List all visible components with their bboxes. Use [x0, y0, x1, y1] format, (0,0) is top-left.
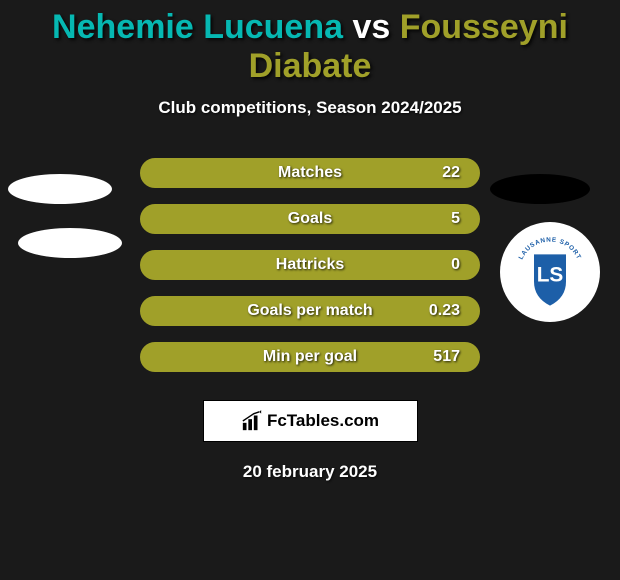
- stat-bar-goals-per-match: Goals per match 0.23: [140, 296, 480, 326]
- stat-label: Min per goal: [263, 348, 357, 366]
- stat-bars: Matches 22 Goals 5 Hattricks 0 Goals per match…: [140, 158, 480, 372]
- stat-label: Matches: [278, 164, 342, 182]
- chart-icon: [241, 410, 263, 432]
- stat-bar-matches: Matches 22: [140, 158, 480, 188]
- player2-shadow-ellipse: [490, 174, 590, 204]
- stat-value: 0: [451, 256, 460, 274]
- player2-club-badge: LAUSANNE SPORT LS: [500, 222, 600, 322]
- stat-label: Goals: [288, 210, 332, 228]
- fctables-logo: FcTables.com: [203, 400, 418, 442]
- comparison-area: LAUSANNE SPORT LS Matches 22 Goals 5 Hattric…: [0, 158, 620, 482]
- stat-bar-min-per-goal: Min per goal 517: [140, 342, 480, 372]
- vs-text: vs: [352, 8, 390, 46]
- stat-value: 0.23: [429, 302, 460, 320]
- player1-name: Nehemie Lucuena: [52, 8, 343, 46]
- stat-value: 22: [442, 164, 460, 182]
- fctables-text: FcTables.com: [267, 411, 379, 431]
- player1-placeholder-ellipse-0: [8, 174, 112, 204]
- player1-placeholder-ellipse-1: [18, 228, 122, 258]
- stat-label: Hattricks: [276, 256, 344, 274]
- snapshot-date: 20 february 2025: [0, 462, 620, 482]
- comparison-title: Nehemie Lucuena vs Fousseyni Diabate: [0, 0, 620, 86]
- stat-value: 517: [433, 348, 460, 366]
- stat-bar-goals: Goals 5: [140, 204, 480, 234]
- stat-value: 5: [451, 210, 460, 228]
- stat-bar-hattricks: Hattricks 0: [140, 250, 480, 280]
- stat-label: Goals per match: [247, 302, 372, 320]
- club-badge-svg: LAUSANNE SPORT LS: [510, 232, 590, 312]
- subtitle: Club competitions, Season 2024/2025: [0, 98, 620, 118]
- badge-letters: LS: [537, 264, 564, 287]
